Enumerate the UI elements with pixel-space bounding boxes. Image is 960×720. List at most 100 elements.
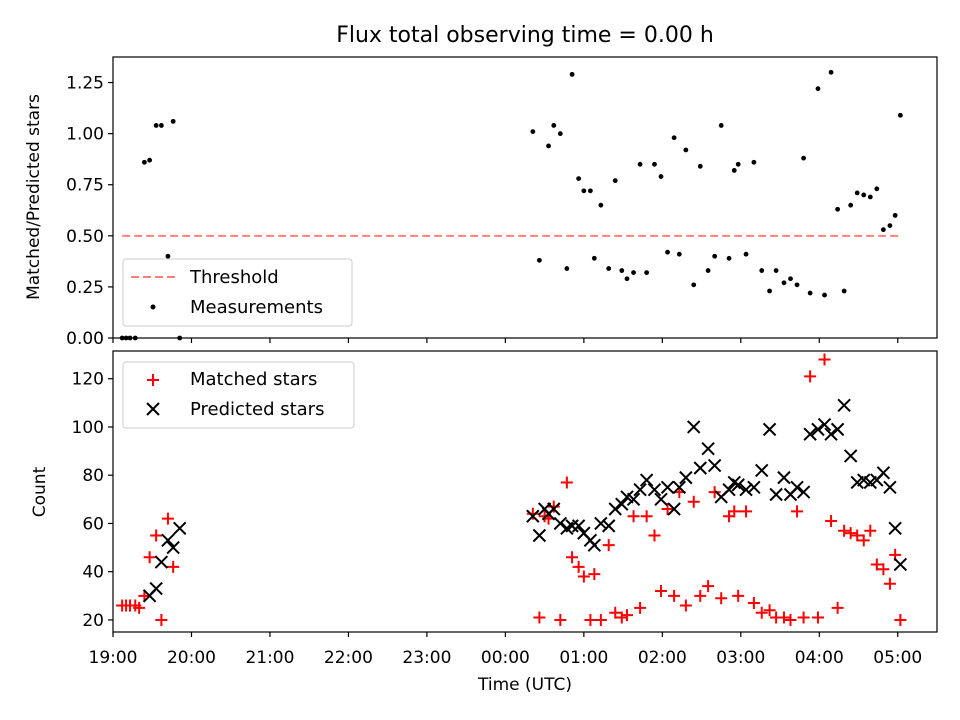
predicted-star-point <box>739 482 753 497</box>
predicted-star-point <box>594 516 608 531</box>
figure-title: Flux total observing time = 0.00 h <box>336 23 714 48</box>
predicted-star-point <box>803 427 817 441</box>
measurement-point <box>794 282 800 288</box>
matched-star-point <box>547 500 560 513</box>
matched-star-point <box>851 529 864 542</box>
bottom-y-axis-label: Count <box>30 466 50 517</box>
measurement-point <box>781 280 787 286</box>
matched-star-point <box>627 510 640 523</box>
bottom-y-ticks: 20 40 60 80 100 120 <box>72 370 113 631</box>
matched-star-point <box>572 560 585 573</box>
measurement-point <box>691 282 697 288</box>
measurement-point <box>726 255 732 261</box>
measurement-point <box>822 292 827 298</box>
matched-star-point <box>864 524 877 537</box>
measurement-point <box>854 190 860 196</box>
measurement-point <box>576 176 582 181</box>
measurement-point <box>848 202 854 208</box>
matched-star-point <box>838 524 851 537</box>
top-marks <box>119 69 903 341</box>
measurement-point <box>530 129 536 134</box>
measurement-point <box>581 188 587 194</box>
predicted-star-point <box>731 478 745 492</box>
measurement-point <box>815 86 821 92</box>
bottom-x-tick-label: 23:00 <box>402 648 451 668</box>
predicted-star-point <box>830 422 845 437</box>
measurement-point <box>892 212 898 218</box>
top-y-ticks: 0.00 0.25 0.50 0.75 1.00 1.25 <box>66 74 113 349</box>
predicted-star-point <box>553 516 568 531</box>
matched-legend-swatch <box>147 374 159 386</box>
matched-star-point <box>584 613 597 626</box>
measurement-point <box>861 192 867 198</box>
predicted-star-point <box>790 480 804 494</box>
predicted-star-point <box>883 480 897 494</box>
top-y-tick-label: 1.25 <box>66 74 104 94</box>
measurement-point <box>867 194 873 200</box>
measurement-point <box>743 251 749 257</box>
matched-star-point <box>609 606 622 619</box>
measurement-point <box>569 71 575 77</box>
matched-star-point <box>668 589 681 602</box>
measurement-point <box>767 288 772 294</box>
predicted-star-point <box>796 485 811 499</box>
matched-star-point <box>740 505 753 518</box>
matched-star-point <box>894 613 907 626</box>
top-y-tick-label: 0.00 <box>66 329 104 349</box>
top-legend-box <box>122 258 353 327</box>
bottom-x-tick-label: 21:00 <box>245 648 294 668</box>
predicted-star-point <box>633 482 647 497</box>
bottom-x-tick-label: 19:00 <box>89 648 138 668</box>
predicted-star-point <box>547 502 561 516</box>
predicted-star-point <box>660 480 675 494</box>
predicted-star-point <box>824 427 838 441</box>
measurement-point <box>751 159 757 165</box>
measurements-legend-label: Measurements <box>190 297 323 318</box>
matched-star-point <box>791 505 804 518</box>
measurement-point <box>807 290 813 296</box>
predicted-star-point <box>602 519 616 533</box>
predicted-star-point <box>587 538 602 552</box>
predicted-star-point <box>701 441 715 456</box>
measurement-point <box>606 266 612 271</box>
predicted-star-point <box>893 557 908 572</box>
matched-star-point <box>621 609 634 622</box>
matched-star-point <box>554 613 567 626</box>
predicted-star-point <box>161 533 175 548</box>
measurement-point <box>874 186 880 192</box>
predicted-star-point <box>693 461 707 475</box>
measurement-point <box>536 257 542 263</box>
matched-star-point <box>797 611 810 624</box>
matched-star-point <box>588 568 601 581</box>
top-y-tick-label: 0.75 <box>66 176 104 196</box>
measurement-point <box>773 268 779 273</box>
measurement-point <box>551 123 557 128</box>
predicted-star-point <box>654 492 668 507</box>
predicted-star-point <box>811 422 825 437</box>
measurement-point <box>665 249 670 255</box>
matched-star-point <box>732 589 745 602</box>
threshold-legend-label: Threshold <box>189 267 279 288</box>
matched-star-point <box>634 601 647 614</box>
bottom-y-tick-label: 80 <box>82 466 104 486</box>
predicted-star-point <box>672 480 687 494</box>
measurement-point <box>897 112 903 118</box>
matched-star-point <box>825 515 838 528</box>
matched-star-point <box>133 601 146 614</box>
matched-star-point <box>560 476 573 489</box>
matched-star-point <box>167 560 180 573</box>
matched-star-point <box>161 512 174 525</box>
measurement-point <box>676 251 682 257</box>
matched-star-point <box>857 534 870 547</box>
top-y-tick-label: 1.00 <box>66 125 104 145</box>
measurement-point <box>141 159 147 165</box>
bottom-x-tick-label: 01:00 <box>559 648 608 668</box>
matched-star-point <box>870 558 883 571</box>
bottom-y-tick-label: 20 <box>82 611 104 631</box>
matched-star-point <box>150 529 163 542</box>
predicted-star-point <box>526 509 540 523</box>
bottom-axes-frame <box>112 350 938 633</box>
top-legend: Threshold Measurements <box>122 258 353 327</box>
bottom-x-tick-label: 20:00 <box>167 648 216 668</box>
matched-star-point <box>755 606 768 619</box>
